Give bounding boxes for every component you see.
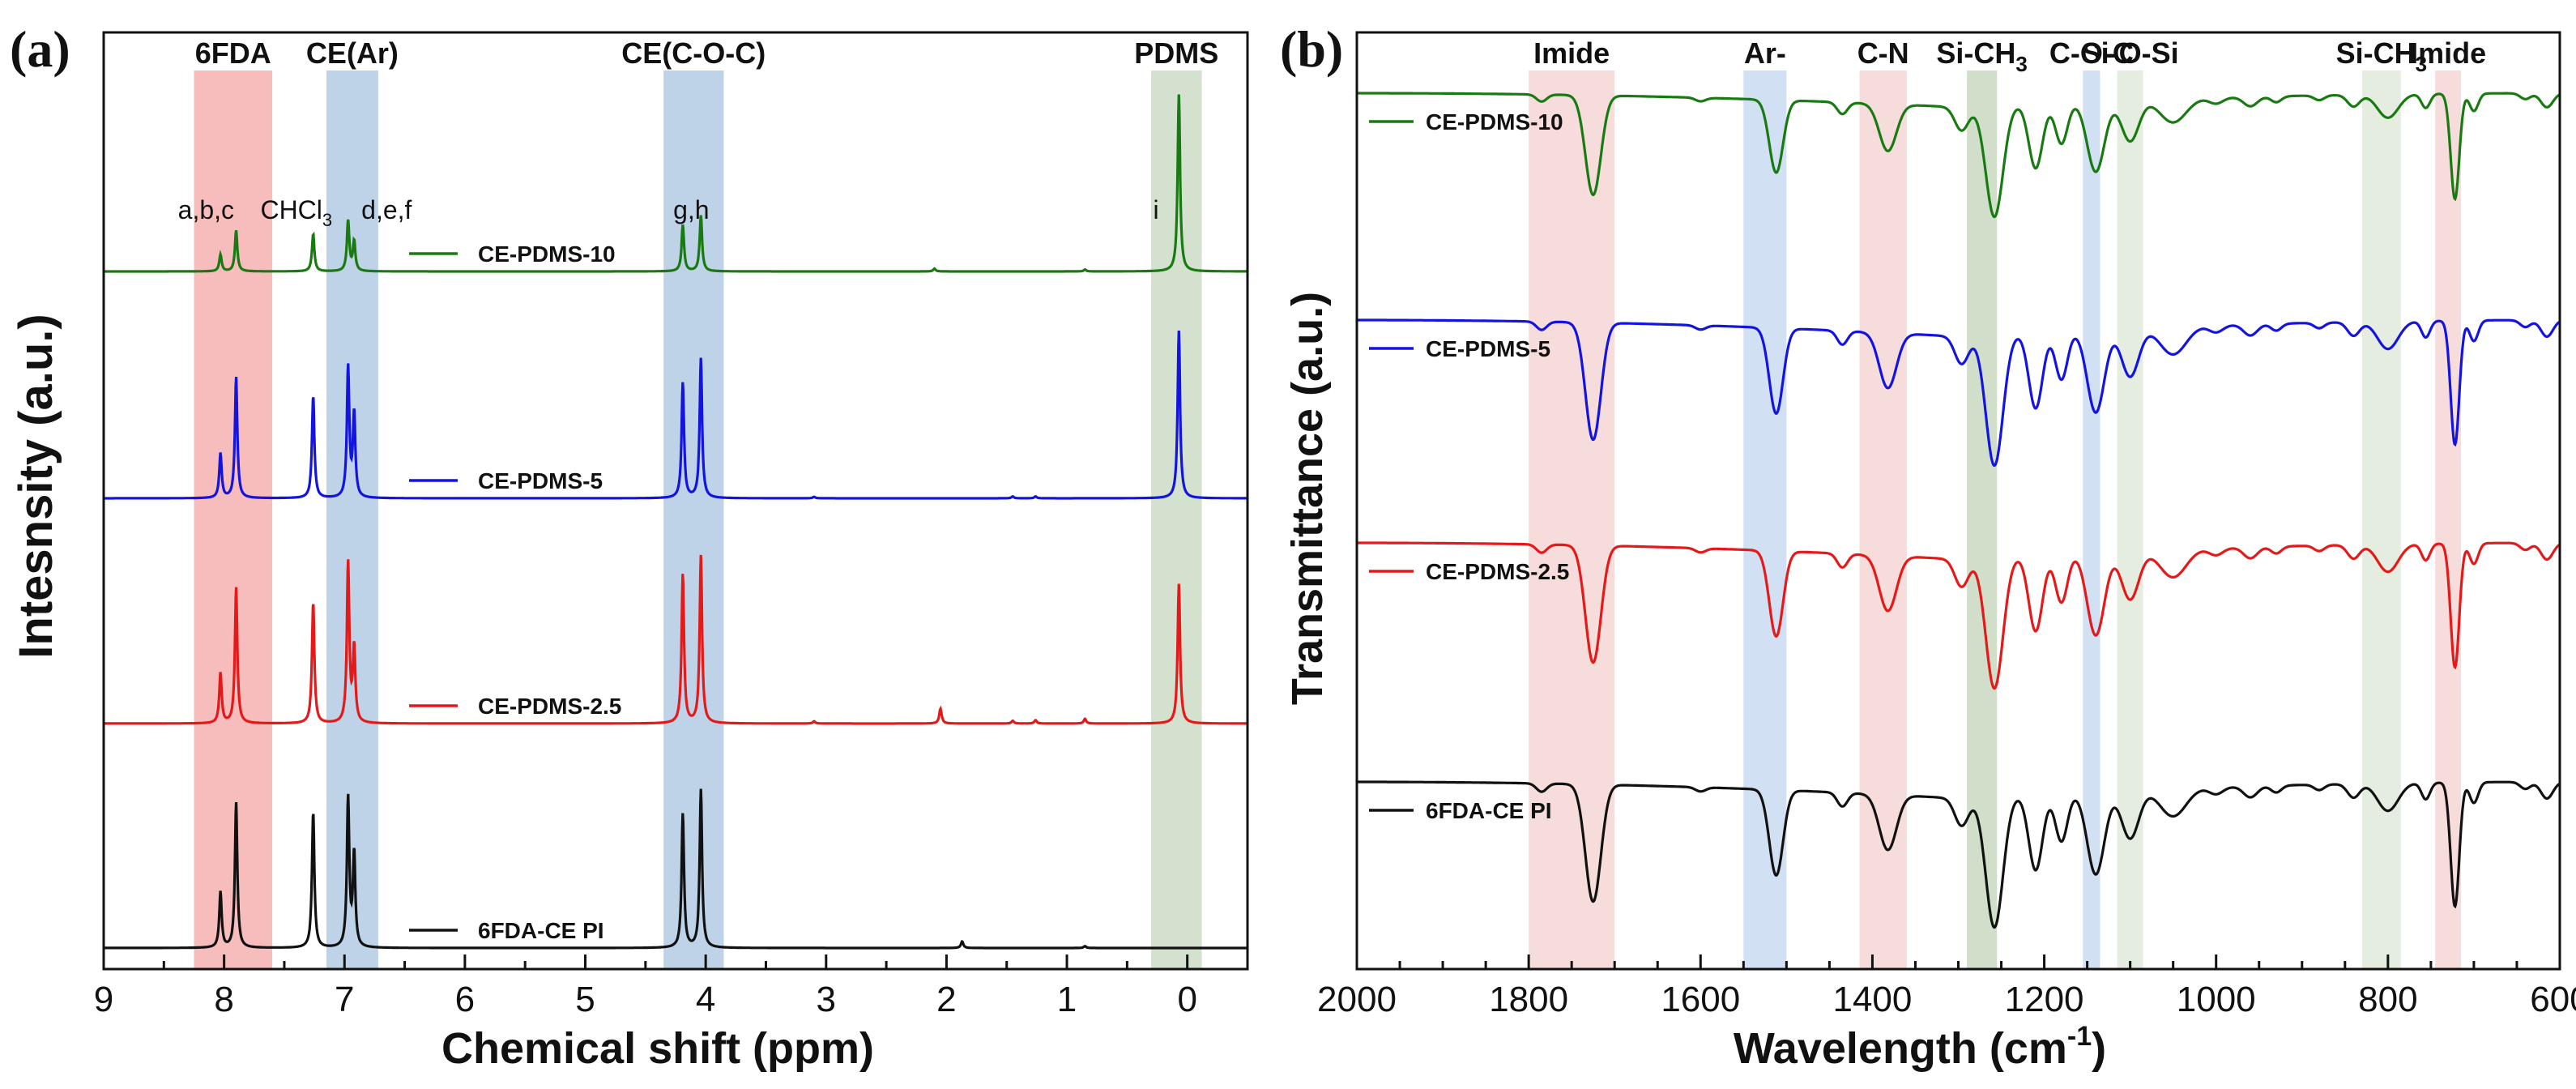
ftir-band-label-sub: 3 (2015, 52, 2027, 76)
nmr-series-ce-pdms-10 (104, 94, 1247, 273)
nmr-peak-label-text: d,e,f (361, 195, 412, 224)
nmr-x-tick-label: 1 (1057, 980, 1077, 1019)
ftir-labels: Imide Ar- C-N Si-CH3 C-O-CSi-O-Si Si-CH3Imide… (1369, 36, 2486, 823)
nmr-band-label-pdms: PDMS (1134, 36, 1218, 70)
ftir-band-label-c-n-2: C-N (1857, 36, 1909, 70)
nmr-band-label-ce-c-o-c: CE(C-O-C) (621, 36, 766, 70)
ftir-series-ce-pdms-5 (1357, 318, 2561, 468)
panel-a-nmr: 9 8 7 6 5 4 3 2 1 0 6FDA CE(Ar) CE(C-O-C) PDMS CE-PDM… (10, 20, 1249, 1073)
nmr-labels: 6FDA CE(Ar) CE(C-O-C) PDMS CE-PDMS-10 CE-PDMS… (178, 36, 1219, 943)
nmr-x-tick-label: 0 (1177, 980, 1196, 1019)
ftir-x-tick-label: 800 (2358, 980, 2417, 1019)
ftir-band-label-sub: 3 (2416, 52, 2427, 76)
ftir-band-label-imide-0: Imide (1533, 36, 1610, 70)
ftir-band-label-text: Si-CH (2336, 36, 2416, 70)
nmr-axis: 9 8 7 6 5 4 3 2 1 0 (94, 31, 1249, 1019)
nmr-peak-label-sub: 3 (322, 210, 332, 230)
ftir-band-label-text: Ar- (1744, 36, 1786, 70)
nmr-x-tick-label: 8 (214, 980, 233, 1019)
ftir-band-label-si-o-si-5: Si-O-Si (2082, 36, 2179, 70)
nmr-x-tick-label: 3 (817, 980, 836, 1019)
panel-a-label: (a) (10, 20, 70, 78)
ftir-band-label-si-ch-6: Si-CH3 (2336, 36, 2427, 76)
ftir-legend-label-ce-pdms-5: CE-PDMS-5 (1426, 336, 1550, 361)
panel-b-ftir: 2000 1800 1600 1400 1200 1000 800 600 Imide Ar- C… (1280, 20, 2576, 1073)
ftir-band-label-text: Imide (2410, 36, 2486, 70)
panel-b-label: (b) (1280, 20, 1343, 78)
ftir-band-label-text: C-O-C (2049, 36, 2134, 70)
ftir-band-label-si-ch-3: Si-CH3 (1936, 36, 2027, 76)
ftir-band-si-ch-3 (1967, 70, 1998, 969)
nmr-x-tick-label: 9 (94, 980, 113, 1019)
nmr-peak-label-g-h: g,h (673, 195, 709, 224)
ftir-band-label-text: Si-O-Si (2082, 36, 2179, 70)
nmr-band-ce-c-o-c (663, 70, 724, 969)
ftir-spectra (1357, 92, 2561, 929)
ftir-band-label-c-o-c-4: C-O-C (2049, 36, 2134, 70)
ftir-x-tick-label: 1200 (2005, 980, 2084, 1019)
ftir-axis: 2000 1800 1600 1400 1200 1000 800 600 (1317, 31, 2576, 1019)
ftir-x-tick-label: 600 (2530, 980, 2576, 1019)
ftir-band-ar-1 (1743, 70, 1787, 969)
nmr-peak-label-chcl: CHCl3 (260, 195, 332, 230)
ftir-series-ce-pdms-2-5 (1357, 541, 2561, 690)
ftir-band-si-ch-6 (2362, 70, 2401, 969)
nmr-series-ce-pdms-2-5 (104, 554, 1247, 725)
ftir-x-tick-label: 1400 (1832, 980, 1912, 1019)
ftir-x-tick-label: 1600 (1661, 980, 1740, 1019)
nmr-peak-label-text: g,h (673, 195, 709, 224)
nmr-x-tick-label: 4 (696, 980, 715, 1019)
ftir-x-axis-title-tail: ) (2092, 1024, 2106, 1073)
nmr-x-tick-label: 2 (936, 980, 956, 1019)
ftir-band-c-n-2 (1859, 70, 1907, 969)
ftir-x-tick-label: 2000 (1317, 980, 1397, 1019)
nmr-peak-label-d-e-f: d,e,f (361, 195, 412, 224)
ftir-band-imide-0 (1529, 70, 1615, 969)
nmr-band-label-6fda: 6FDA (195, 36, 271, 70)
ftir-legend-label-ce-pdms-10: CE-PDMS-10 (1426, 109, 1563, 135)
nmr-peak-label-text: CHCl (260, 195, 322, 224)
nmr-band-6fda (194, 70, 273, 969)
nmr-legend-label-ce-pdms-5: CE-PDMS-5 (478, 468, 603, 493)
ftir-band-c-o-c-4 (2083, 70, 2100, 969)
nmr-series-6fda-ce-pi (104, 788, 1247, 950)
ftir-legend-label-ce-pdms-2-5: CE-PDMS-2.5 (1426, 559, 1569, 584)
ftir-highlight-bands (1529, 70, 2462, 969)
nmr-plot-frame (102, 31, 1249, 971)
ftir-band-si-o-si-5 (2117, 70, 2143, 969)
nmr-x-tick-label: 6 (455, 980, 475, 1019)
ftir-band-label-text: C-N (1857, 36, 1909, 70)
ftir-band-label-text: Si-CH (1936, 36, 2015, 70)
nmr-legend-label-ce-pdms-10: CE-PDMS-10 (478, 241, 616, 267)
ftir-x-axis-title-sup: -1 (2067, 1021, 2092, 1052)
ftir-band-label-text: Imide (1533, 36, 1610, 70)
nmr-x-axis-title: Chemical shift (ppm) (441, 1024, 874, 1073)
ftir-x-tick-label: 1800 (1489, 980, 1568, 1019)
ftir-series-ce-pdms-10 (1357, 92, 2561, 219)
nmr-x-tick-label: 7 (335, 980, 354, 1019)
nmr-legend-label-ce-pdms-2-5: CE-PDMS-2.5 (478, 694, 621, 719)
ftir-y-axis-title: Transmittance (a.u.) (1283, 292, 1332, 705)
nmr-peak-label-text: i (1153, 195, 1158, 224)
nmr-spectra (104, 94, 1247, 950)
nmr-peak-label-a-b-c: a,b,c (178, 195, 234, 224)
nmr-peak-label-text: a,b,c (178, 195, 234, 224)
nmr-series-ce-pdms-5 (104, 330, 1247, 500)
nmr-legend-label-6fda-ce-pi: 6FDA-CE PI (478, 918, 604, 943)
ftir-series-6fda-ce-pi (1357, 780, 2561, 929)
ftir-x-axis-title-main: Wavelength (cm (1734, 1024, 2067, 1073)
ftir-x-axis-title: Wavelength (cm-1) (1734, 1021, 2106, 1073)
nmr-y-axis-title: Intesnsity (a.u.) (10, 314, 62, 658)
ftir-legend-label-6fda-ce-pi: 6FDA-CE PI (1426, 798, 1552, 823)
ftir-band-label-ar-1: Ar- (1744, 36, 1786, 70)
ftir-x-tick-label: 1000 (2177, 980, 2256, 1019)
nmr-peak-label-i: i (1153, 195, 1158, 224)
nmr-band-label-ce-ar: CE(Ar) (306, 36, 399, 70)
nmr-x-tick-label: 5 (575, 980, 595, 1019)
nmr-band-ce-ar (326, 70, 378, 969)
ftir-band-label-imide-7: Imide (2410, 36, 2486, 70)
